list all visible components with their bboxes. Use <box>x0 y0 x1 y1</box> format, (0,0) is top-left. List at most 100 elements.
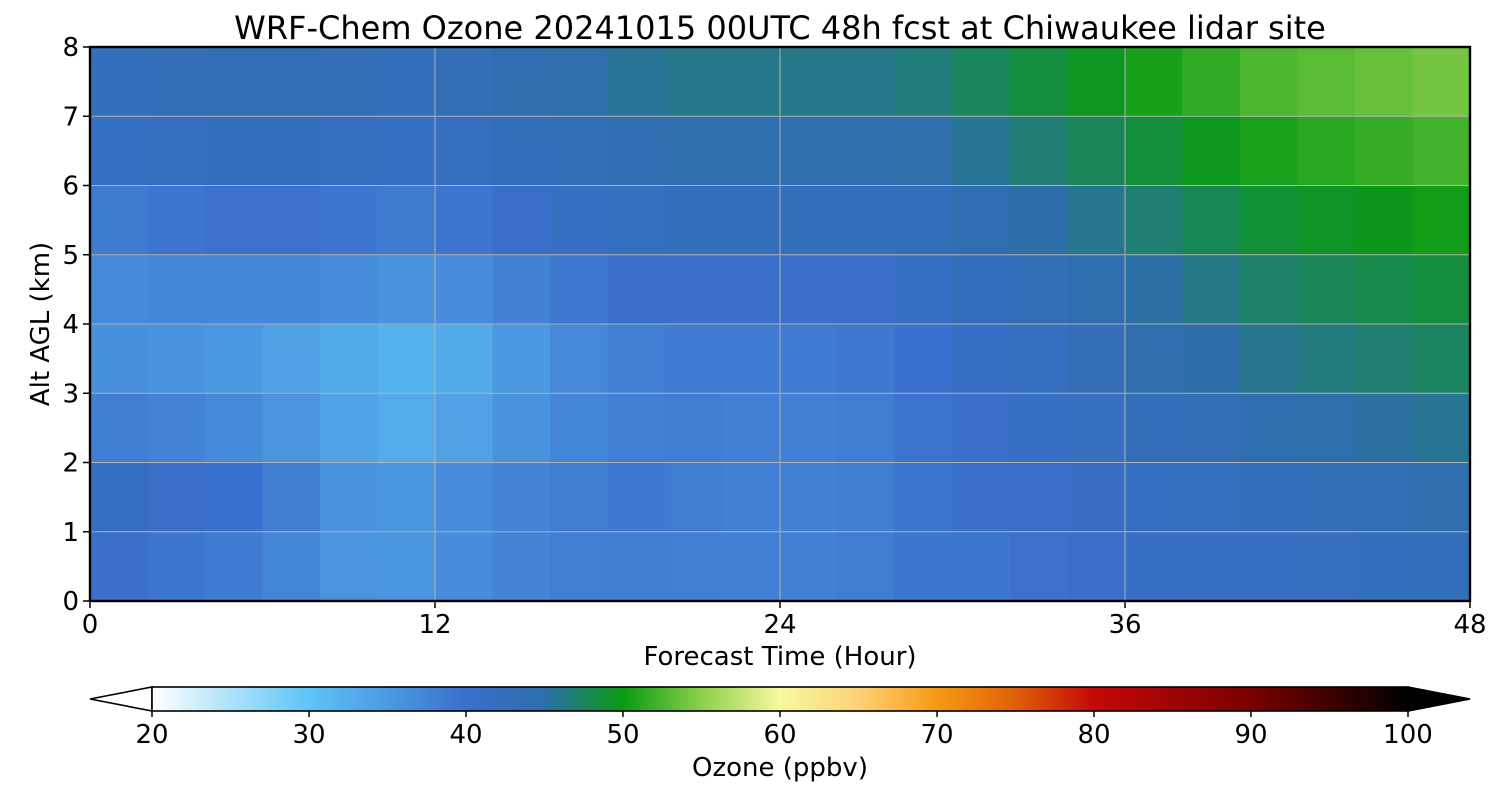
colorbar-tick-label: 90 <box>1234 720 1267 750</box>
heatmap-cell <box>205 393 264 464</box>
ozone-heatmap <box>90 47 1470 601</box>
x-tick-label: 48 <box>1453 610 1486 640</box>
heatmap-cell <box>1067 254 1126 325</box>
heatmap-cell <box>262 462 321 533</box>
x-axis-label: Forecast Time (Hour) <box>643 642 916 672</box>
heatmap-cell <box>377 47 436 117</box>
heatmap-cell <box>1412 185 1470 256</box>
heatmap-cell <box>1125 324 1184 394</box>
heatmap-cell <box>320 47 379 117</box>
heatmap-cell <box>320 116 379 187</box>
heatmap-cell <box>205 185 264 256</box>
heatmap-cell <box>722 531 781 601</box>
colorbar-high-extension <box>1407 686 1471 712</box>
heatmap-cell <box>1355 254 1414 325</box>
heatmap-cell <box>435 185 494 256</box>
heatmap-cell <box>780 47 839 117</box>
heatmap-cell <box>320 462 379 533</box>
heatmap-cell <box>1125 531 1184 601</box>
heatmap-cell <box>1297 393 1356 464</box>
heatmap-cell <box>722 462 781 533</box>
heatmap-cell <box>320 531 379 601</box>
heatmap-cell <box>607 324 666 394</box>
x-tick-label: 12 <box>418 610 451 640</box>
heatmap-cell <box>1010 531 1069 601</box>
heatmap-cell <box>1297 116 1356 187</box>
colorbar-gradient <box>151 686 1409 712</box>
colorbar-label: Ozone (ppbv) <box>692 753 868 783</box>
heatmap-cell <box>780 116 839 187</box>
heatmap-cell <box>952 531 1011 601</box>
x-axis: 0 12 24 36 48 <box>82 601 1487 640</box>
heatmap-cell <box>837 324 896 394</box>
heatmap-cell <box>895 462 954 533</box>
heatmap-cell <box>90 116 149 187</box>
heatmap-cell <box>492 462 551 533</box>
y-tick-label: 5 <box>62 241 79 271</box>
heatmap-cell <box>952 185 1011 256</box>
y-tick-label: 4 <box>62 310 79 340</box>
heatmap-cell <box>665 47 724 117</box>
heatmap-cell <box>837 47 896 117</box>
heatmap-cell <box>1240 531 1299 601</box>
heatmap-cell <box>90 185 149 256</box>
heatmap-cell <box>205 47 264 117</box>
heatmap-cell <box>607 185 666 256</box>
heatmap-cell <box>895 116 954 187</box>
heatmap-cell <box>147 393 206 464</box>
heatmap-cell <box>1412 531 1470 601</box>
heatmap-cell <box>90 462 149 533</box>
heatmap-cell <box>1010 185 1069 256</box>
heatmap-cell <box>550 185 609 256</box>
heatmap-cell <box>1412 462 1470 533</box>
heatmap-cell <box>780 254 839 325</box>
heatmap-cell <box>952 324 1011 394</box>
heatmap-cell <box>262 393 321 464</box>
y-tick-label: 6 <box>62 172 79 202</box>
heatmap-cell <box>90 324 149 394</box>
heatmap-cell <box>607 116 666 187</box>
heatmap-cell <box>377 324 436 394</box>
heatmap-cell <box>837 185 896 256</box>
heatmap-cell <box>435 254 494 325</box>
heatmap-cell <box>1412 116 1470 187</box>
heatmap-cell <box>1182 462 1241 533</box>
heatmap-cell <box>377 254 436 325</box>
heatmap-cell <box>1412 393 1470 464</box>
heatmap-cell <box>550 324 609 394</box>
heatmap-cell <box>1010 47 1069 117</box>
heatmap-cell <box>722 254 781 325</box>
heatmap-cell <box>1182 324 1241 394</box>
colorbar-tick-label: 80 <box>1077 720 1110 750</box>
heatmap-cell <box>1182 185 1241 256</box>
heatmap-cell <box>1125 47 1184 117</box>
y-tick-label: 0 <box>62 587 79 617</box>
heatmap-cell <box>205 116 264 187</box>
y-axis: 0 1 2 3 4 5 6 7 8 <box>62 33 90 617</box>
heatmap-cell <box>1240 47 1299 117</box>
heatmap-cell <box>1067 393 1126 464</box>
heatmap-cell <box>1067 47 1126 117</box>
colorbar-tick-label: 30 <box>292 720 325 750</box>
heatmap-cell <box>1240 254 1299 325</box>
heatmap-cell <box>435 393 494 464</box>
heatmap-cell <box>837 531 896 601</box>
heatmap-cell <box>1297 185 1356 256</box>
heatmap-cell <box>780 324 839 394</box>
heatmap-cell <box>1240 116 1299 187</box>
heatmap-cell <box>1412 254 1470 325</box>
heatmap-cell <box>492 531 551 601</box>
heatmap-cell <box>722 116 781 187</box>
heatmap-cell <box>262 116 321 187</box>
heatmap-cell <box>837 116 896 187</box>
heatmap-cell <box>1412 324 1470 394</box>
y-tick-label: 7 <box>62 102 79 132</box>
heatmap-cell <box>1297 47 1356 117</box>
heatmap-cell <box>1355 531 1414 601</box>
heatmap-cell <box>1182 254 1241 325</box>
heatmap-cell <box>607 531 666 601</box>
heatmap-cell <box>780 393 839 464</box>
heatmap-cell <box>205 531 264 601</box>
heatmap-cell <box>1125 393 1184 464</box>
